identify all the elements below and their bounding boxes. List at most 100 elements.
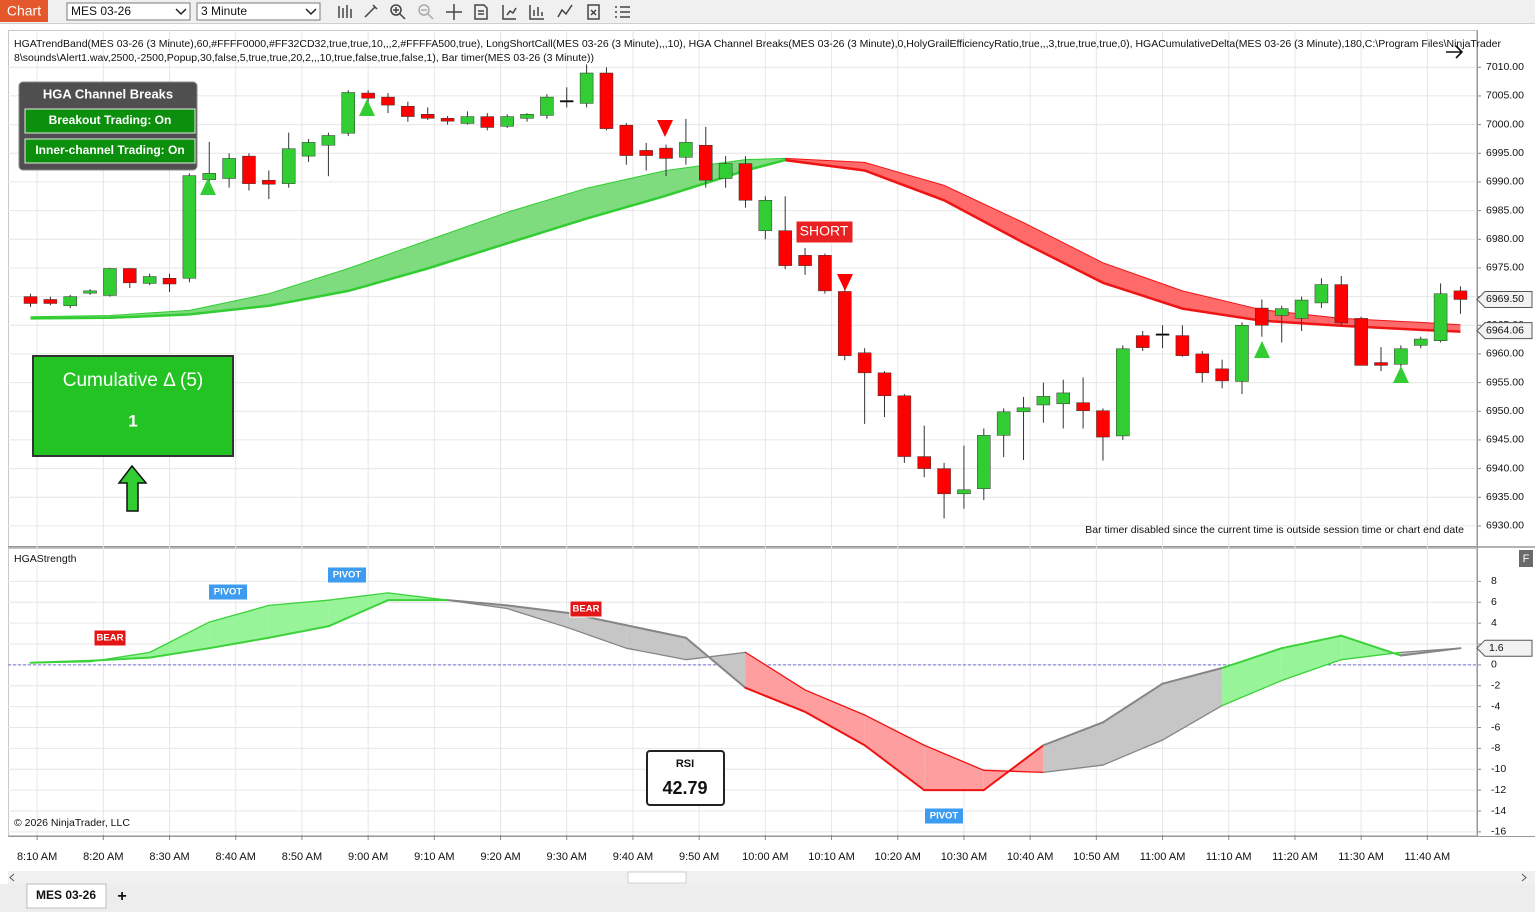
scrollbar-track[interactable] — [8, 871, 1535, 884]
short-label: SHORT — [800, 223, 849, 239]
candle-body — [460, 116, 475, 124]
y-tick-label: -10 — [1491, 763, 1506, 775]
candle-body — [520, 114, 534, 119]
scroll-arrows[interactable] — [9, 873, 1527, 882]
chart-tab[interactable] — [0, 0, 48, 22]
candle-body — [897, 395, 912, 457]
candle-body — [619, 124, 634, 156]
y-tick-label: 6 — [1491, 596, 1497, 608]
x-tick-label: 8:40 AM — [216, 851, 256, 863]
menu-icon[interactable] — [615, 6, 630, 18]
price-marker — [1476, 290, 1533, 308]
zoom-in-icon[interactable] — [390, 4, 402, 16]
toolbar-icons — [338, 4, 630, 20]
x-tick-label: 8:50 AM — [282, 851, 322, 863]
data-box-icon[interactable] — [587, 4, 600, 20]
candle-body — [857, 352, 872, 374]
signal-tag-label: PIVOT — [214, 587, 243, 598]
scroll-end-arrow[interactable] — [1446, 45, 1464, 59]
breakout-button[interactable] — [24, 108, 196, 134]
x-tick-label: 9:30 AM — [547, 851, 587, 863]
y-tick-label: 6985.00 — [1486, 204, 1524, 216]
candle-body — [1314, 284, 1329, 304]
x-tick-label: 11:00 AM — [1140, 851, 1186, 863]
strength-line — [1042, 764, 1104, 774]
y-tick-label: 0 — [1491, 659, 1497, 671]
x-tick-label: 11:20 AM — [1272, 851, 1318, 863]
dropdown-arrow — [175, 8, 187, 16]
strategies-icon[interactable] — [502, 5, 517, 20]
breakout-button-label: Breakout Trading: On — [49, 113, 172, 127]
y-tick-label: 6975.00 — [1486, 262, 1524, 274]
strength-fill — [1162, 668, 1223, 741]
y-tick-label: 8 — [1491, 575, 1497, 587]
strength-fill — [328, 592, 388, 627]
candle-body — [262, 179, 276, 185]
candle-body — [718, 163, 733, 179]
candle-body — [1155, 333, 1170, 336]
y-tick-label: 6995.00 — [1486, 147, 1524, 159]
signal-tag — [327, 566, 367, 584]
delta-up-arrow — [117, 464, 148, 512]
properties-icon[interactable] — [474, 4, 488, 20]
candle-body — [639, 150, 653, 156]
zoom-out-icon[interactable] — [418, 4, 430, 16]
cumulative-delta-title: Cumulative Δ (5) — [63, 370, 203, 391]
inner-channel-button[interactable] — [24, 138, 196, 164]
interval-label: 3 Minute — [201, 4, 247, 18]
x-tick-label: 11:30 AM — [1338, 851, 1384, 863]
candle-body — [500, 116, 514, 127]
scrollbar-thumb[interactable] — [627, 871, 687, 884]
instrument-tab[interactable] — [26, 883, 107, 909]
crosshair-icon[interactable] — [446, 4, 462, 20]
strength-line — [863, 744, 926, 792]
draw-icon[interactable] — [364, 4, 378, 18]
strength-line — [863, 714, 925, 746]
strength-line — [625, 647, 687, 661]
channel-breaks-title: HGA Channel Breaks — [43, 86, 173, 101]
candle-body — [1096, 410, 1110, 438]
candle-body — [361, 92, 375, 99]
indicator-list: HGATrendBand(MES 03-26 (3 Minute),60,#FF… — [14, 38, 1501, 50]
indicators-icon[interactable] — [529, 5, 544, 20]
short-label-box — [795, 220, 854, 244]
candle-body — [23, 296, 38, 304]
y-tick-label: 4 — [1491, 617, 1497, 629]
strength-line — [684, 636, 747, 689]
strength-line — [267, 625, 330, 639]
x-tick-label: 11:10 AM — [1206, 851, 1252, 863]
instrument-dropdown[interactable] — [66, 2, 191, 21]
candle-body — [420, 114, 435, 119]
strength-line — [327, 599, 389, 628]
candle-body — [1195, 353, 1210, 374]
panel-button-label: F — [1523, 553, 1530, 565]
interval-dropdown[interactable] — [196, 2, 321, 21]
strength-line — [1221, 679, 1283, 707]
trend-band-upper — [785, 157, 1461, 326]
bar-timer-notice: Bar timer disabled since the current tim… — [1085, 524, 1464, 536]
candle-body — [977, 435, 991, 489]
price-marker — [1476, 322, 1533, 340]
candle-body — [758, 200, 773, 231]
trend-band-upper — [30, 157, 786, 318]
candle-body — [957, 489, 971, 495]
candle-body — [1374, 362, 1388, 366]
signal-tag-label: PIVOT — [333, 570, 362, 581]
candle-body — [83, 290, 97, 294]
candle-body — [599, 72, 614, 129]
strength-line — [804, 710, 866, 747]
strength-fill — [864, 714, 925, 791]
strength-line — [625, 624, 687, 639]
templates-icon[interactable] — [557, 4, 573, 18]
panel-button[interactable] — [1519, 550, 1533, 567]
bars-icon[interactable] — [338, 5, 352, 18]
add-tab-button[interactable]: + — [117, 888, 126, 905]
candle-body — [182, 175, 197, 279]
candle-body — [43, 299, 58, 304]
trend-band-fill — [30, 158, 786, 319]
strength-line — [982, 744, 1045, 792]
y-tick-label: 6980.00 — [1486, 233, 1524, 245]
x-tick-label: 10:30 AM — [941, 851, 987, 863]
strength-fill — [149, 622, 210, 658]
strength-fill — [507, 605, 567, 628]
